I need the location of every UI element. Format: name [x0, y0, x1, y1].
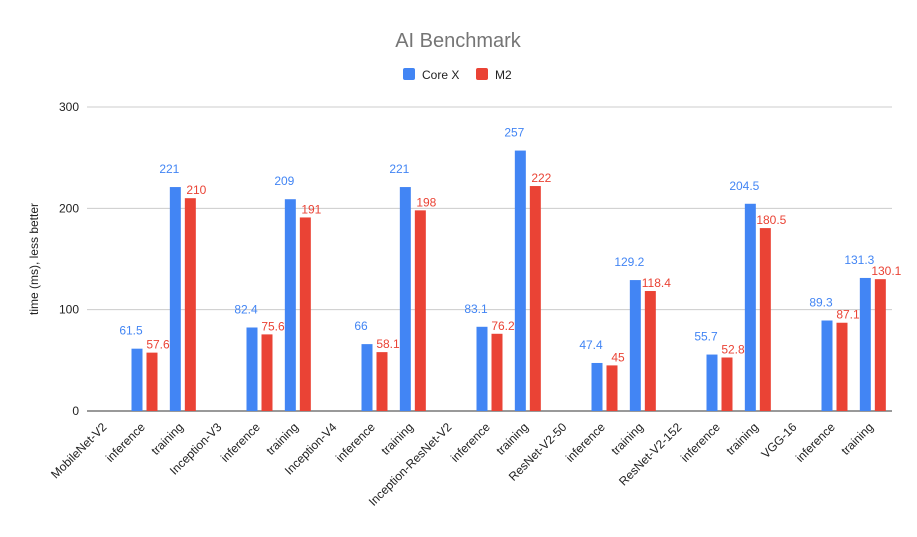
legend-swatch: [403, 68, 415, 80]
gridlines: [87, 106, 892, 412]
data-label: 204.5: [729, 179, 759, 193]
chart-title: AI Benchmark: [395, 30, 522, 52]
legend: Core X M2: [403, 68, 512, 82]
data-label: 129.2: [614, 255, 644, 269]
data-label: 131.3: [844, 253, 874, 267]
bar-core-x: [859, 277, 871, 411]
bar-m2: [836, 322, 848, 411]
x-tick-label: inference: [333, 420, 378, 465]
bar-core-x: [629, 280, 641, 411]
data-label: 222: [531, 171, 551, 185]
bar-core-x: [399, 187, 411, 411]
x-tick-label: inference: [103, 420, 148, 465]
bar-core-x: [744, 203, 756, 411]
bar-m2: [299, 217, 311, 411]
y-axis-label: time (ms), less better: [27, 203, 41, 315]
data-label: 55.7: [694, 330, 718, 344]
x-tick-label: training: [148, 420, 186, 458]
bar-core-x: [361, 344, 373, 411]
bar-m2: [721, 357, 733, 411]
bar-m2: [184, 198, 196, 411]
bar-m2: [414, 210, 426, 411]
bar-m2: [491, 333, 503, 411]
data-label: 61.5: [119, 324, 143, 338]
data-label: 198: [416, 195, 436, 209]
x-tick-label: training: [723, 420, 761, 458]
data-label: 118.4: [642, 276, 671, 290]
legend-label: Core X: [422, 68, 459, 82]
data-label: 52.8: [721, 342, 745, 356]
y-tick-label: 200: [59, 201, 79, 215]
data-label: 87.1: [836, 308, 860, 322]
data-label: 82.4: [234, 303, 258, 317]
data-label: 45: [611, 350, 625, 364]
bar-m2: [874, 279, 886, 411]
bar-core-x: [591, 362, 603, 411]
data-label: 130.1: [871, 264, 901, 278]
data-label: 89.3: [809, 296, 833, 310]
bar-m2: [376, 352, 388, 411]
x-tick-label: training: [263, 420, 301, 458]
y-tick-label: 100: [59, 303, 79, 317]
data-label: 191: [301, 202, 321, 216]
data-label: 221: [389, 162, 409, 176]
legend-item-core-x: Core X: [403, 68, 459, 82]
bar-m2: [606, 365, 618, 411]
x-tick-label: inference: [448, 420, 493, 465]
bar-core-x: [476, 326, 488, 411]
data-label: 257: [504, 126, 524, 140]
bar-core-x: [246, 327, 258, 411]
bar-m2: [759, 228, 771, 411]
y-tick-label: 300: [59, 100, 79, 114]
y-tick-labels: 0 100 200 300: [59, 100, 79, 418]
legend-label: M2: [495, 68, 512, 82]
x-tick-label: training: [838, 420, 876, 458]
data-label: 83.1: [464, 302, 488, 316]
data-labels: 61.5 221 82.4 209 66 221 83.1 257 47.4 129.2 55.7 2…: [119, 126, 901, 365]
x-tick-label: MobileNet-V2: [48, 420, 110, 482]
x-tick-label: training: [378, 420, 416, 458]
data-label: 76.2: [491, 319, 515, 333]
bar-core-x: [514, 150, 526, 411]
data-label: 66: [354, 319, 368, 333]
data-label: 210: [186, 183, 206, 197]
x-tick-label: inference: [563, 420, 608, 465]
bar-core-x: [284, 199, 296, 411]
x-tick-label: training: [493, 420, 531, 458]
bar-m2: [146, 352, 158, 411]
data-label: 47.4: [579, 338, 603, 352]
legend-swatch: [476, 68, 488, 80]
bar-core-x: [169, 187, 181, 411]
data-label: 75.6: [261, 319, 285, 333]
bar-m2: [261, 334, 273, 411]
x-tick-label: inference: [218, 420, 263, 465]
bar-m2: [529, 186, 541, 411]
x-tick-label: training: [608, 420, 646, 458]
data-label: 180.5: [756, 213, 786, 227]
bar-m2: [644, 291, 656, 411]
y-tick-label: 0: [72, 404, 79, 418]
bar-core-x: [821, 320, 833, 411]
data-label: 209: [274, 174, 294, 188]
data-label: 57.6: [146, 338, 170, 352]
x-tick-label: inference: [793, 420, 838, 465]
bar-core-x: [131, 348, 143, 411]
bars: [131, 150, 886, 411]
bar-core-x: [706, 354, 718, 411]
data-label: 221: [159, 162, 179, 176]
legend-item-m2: M2: [476, 68, 512, 82]
data-label: 58.1: [376, 337, 400, 351]
x-tick-label: inference: [678, 420, 723, 465]
